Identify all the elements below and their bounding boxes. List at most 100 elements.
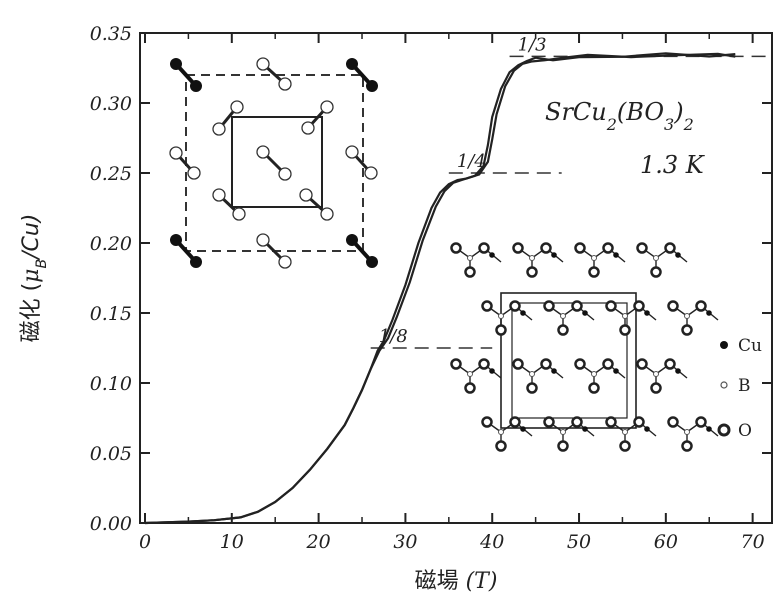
y-tick-label: 0.25: [90, 163, 132, 185]
open-site: [230, 100, 244, 114]
o-atom: [543, 300, 555, 312]
o-atom: [681, 324, 693, 336]
x-tick-label: 20: [306, 531, 331, 553]
cu-atom: [489, 252, 495, 258]
o-atom: [574, 242, 586, 254]
x-tick-label: 70: [741, 531, 765, 553]
x-tick-label: 0: [139, 531, 151, 553]
cu-atom: [551, 368, 557, 374]
o-atom: [450, 242, 462, 254]
b-atom: [529, 371, 535, 377]
y-tick-label: 0.00: [90, 513, 132, 535]
legend-cu-label: Cu: [738, 336, 762, 356]
cu-atom: [366, 256, 378, 268]
b-atom: [622, 429, 628, 435]
o-atom: [681, 440, 693, 452]
open-site: [301, 121, 315, 135]
cu-atom: [170, 234, 182, 246]
o-atom: [557, 324, 569, 336]
o-atom: [664, 242, 676, 254]
open-site: [256, 57, 270, 71]
o-atom: [695, 300, 707, 312]
o-atom: [557, 440, 569, 452]
o-atom: [667, 300, 679, 312]
open-site: [364, 166, 378, 180]
b-atom: [560, 429, 566, 435]
o-atom: [664, 358, 676, 370]
axis-ticks: 0 10 20 30 40 50 60 70 0.00 0.05 0.10 0.15 0.20 0.25 0…: [90, 23, 772, 553]
legend-o-label: O: [738, 421, 752, 441]
o-atom: [588, 382, 600, 394]
b-atom: [591, 255, 597, 261]
open-site: [232, 207, 246, 221]
o-atom: [543, 416, 555, 428]
o-atom: [481, 416, 493, 428]
open-site: [278, 255, 292, 269]
cu-atom: [675, 368, 681, 374]
o-atom: [512, 242, 524, 254]
o-atom: [495, 324, 507, 336]
dimer-lattice-inset: [169, 57, 378, 269]
b-atom: [591, 371, 597, 377]
crystal-structure-inset: [450, 242, 719, 452]
temperature-label: 1.3 K: [640, 151, 706, 179]
plateau-label: 1/3: [518, 34, 547, 55]
o-atom: [478, 242, 490, 254]
cu-atom: [706, 310, 712, 316]
open-site: [345, 145, 359, 159]
y-tick-label: 0.10: [90, 373, 132, 395]
o-atom: [450, 358, 462, 370]
cu-atom: [613, 368, 619, 374]
o-atom: [602, 242, 614, 254]
cu-atom: [644, 426, 650, 432]
b-atom: [560, 313, 566, 319]
o-atom: [478, 358, 490, 370]
b-atom: [653, 255, 659, 261]
o-atom: [540, 242, 552, 254]
cu-atom: [520, 310, 526, 316]
o-atom: [481, 300, 493, 312]
y-tick-label: 0.20: [90, 233, 132, 255]
o-atom: [619, 324, 631, 336]
o-atom: [509, 416, 521, 428]
cu-atom: [582, 310, 588, 316]
o-atom: [650, 382, 662, 394]
o-atom: [605, 300, 617, 312]
b-atom: [684, 429, 690, 435]
b-atom: [498, 313, 504, 319]
open-site: [256, 233, 270, 247]
b-atom: [467, 255, 473, 261]
b-atom: [498, 429, 504, 435]
cu-atom: [346, 58, 358, 70]
o-atom: [633, 300, 645, 312]
open-site: [320, 207, 334, 221]
inset-unit-cell: [231, 116, 323, 208]
o-atom: [509, 300, 521, 312]
open-site: [212, 188, 226, 202]
x-tick-label: 40: [479, 531, 504, 553]
legend-b-label: B: [738, 376, 751, 396]
b-atom: [684, 313, 690, 319]
o-atom: [602, 358, 614, 370]
y-tick-label: 0.15: [90, 303, 132, 325]
open-site: [256, 145, 270, 159]
o-atom: [464, 382, 476, 394]
o-atom: [650, 266, 662, 278]
o-atom: [526, 382, 538, 394]
cu-atom: [520, 426, 526, 432]
compound-formula: SrCu2(BO3)2: [545, 98, 694, 134]
legend-cu-marker: [720, 341, 728, 349]
o-atom: [526, 266, 538, 278]
cu-atom: [190, 256, 202, 268]
o-atom: [464, 266, 476, 278]
cu-atom: [706, 426, 712, 432]
o-atom: [667, 416, 679, 428]
inset-dimers: [169, 57, 378, 269]
plateau-label: 1/4: [457, 151, 486, 172]
y-tick-label: 0.30: [90, 93, 132, 115]
cu-atom: [675, 252, 681, 258]
cu-atom: [582, 426, 588, 432]
open-site: [187, 166, 201, 180]
crystal-atoms: [450, 242, 719, 452]
